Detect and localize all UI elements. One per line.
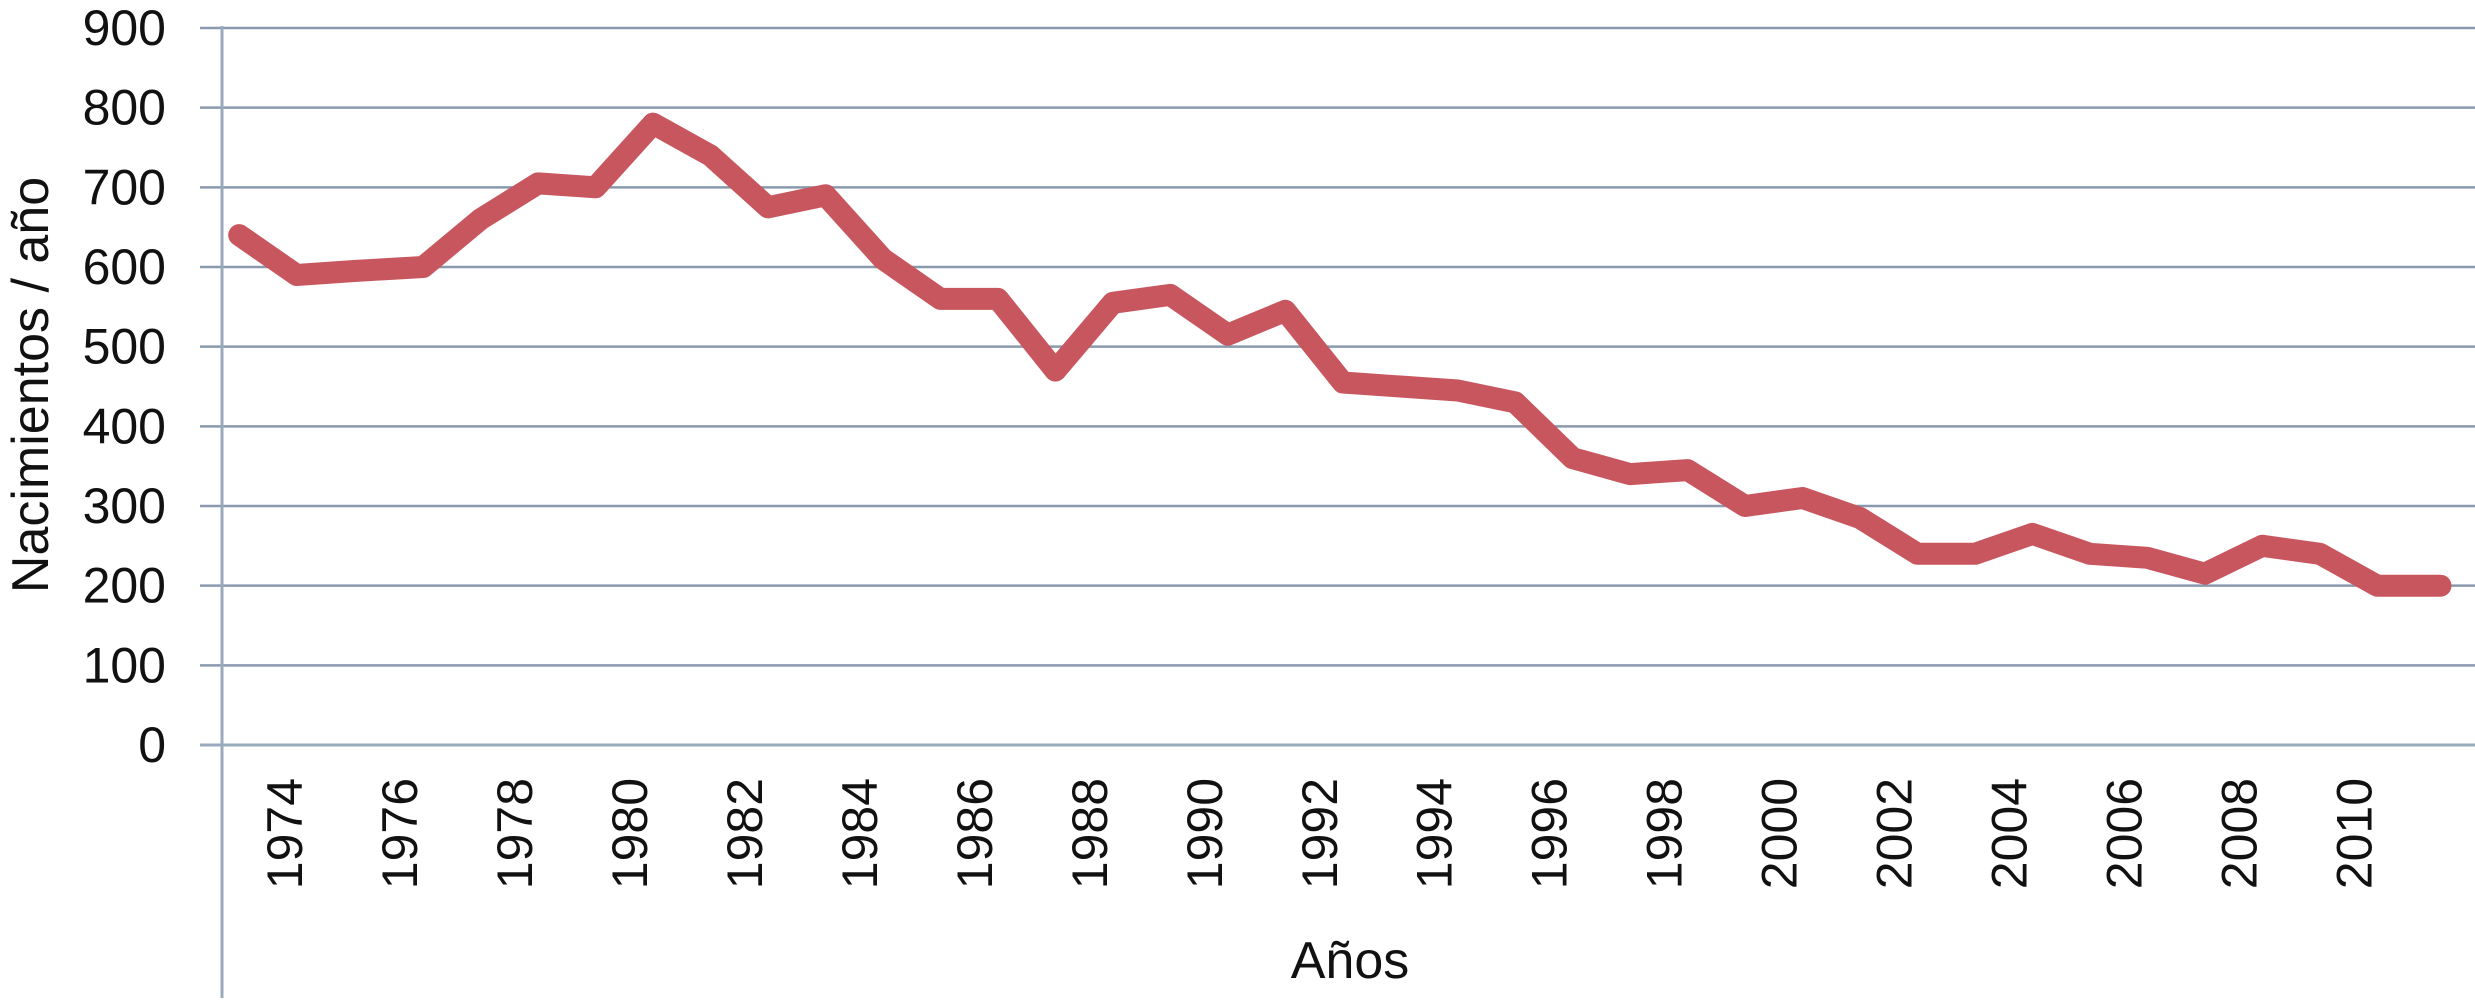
x-tick-label-1998: 1998 (1637, 778, 1693, 889)
data-point (534, 179, 543, 188)
x-axis-title: Años (1291, 932, 1410, 990)
series-group (228, 112, 2452, 597)
y-tick-label: 200 (83, 558, 166, 614)
data-point (2200, 569, 2209, 578)
data-point (1511, 398, 1520, 407)
y-tick-label: 700 (83, 159, 166, 215)
data-point (2143, 553, 2152, 562)
data-point (1741, 502, 1750, 510)
data-point (2373, 581, 2382, 590)
x-tick-label-1982: 1982 (717, 778, 773, 889)
x-tick-label-2004: 2004 (1981, 778, 2037, 889)
data-point (419, 263, 428, 271)
y-tick-label: 100 (83, 637, 166, 693)
data-point (1281, 306, 1290, 315)
x-tick-label-2008: 2008 (2211, 778, 2267, 889)
y-tick-label: 500 (83, 319, 166, 375)
x-tick-label-1988: 1988 (1062, 778, 1118, 889)
data-point (1051, 366, 1060, 375)
data-point (1798, 494, 1807, 502)
data-point (292, 271, 301, 279)
gridlines (200, 26, 2475, 747)
data-point (1568, 454, 1577, 463)
data-point (2085, 549, 2094, 558)
x-tick-label-1990: 1990 (1177, 778, 1233, 889)
data-point (1338, 378, 1347, 387)
series-line-0 (228, 112, 2452, 597)
x-tick-labels: 1974 1976 1978 1980 1982 1984 1986 1988 1990 1992… (257, 778, 2382, 889)
data-point (1913, 549, 1922, 558)
data-point (1626, 470, 1635, 479)
data-point (649, 119, 658, 128)
data-point (879, 255, 887, 263)
data-point (350, 267, 359, 275)
y-tick-label: 400 (83, 398, 166, 454)
y-axis-title: Nacimientos / año (2, 177, 60, 593)
x-tick-label-2002: 2002 (1867, 778, 1923, 889)
data-point (1396, 382, 1405, 391)
x-tick-label-1996: 1996 (1522, 778, 1578, 889)
x-tick-label-1980: 1980 (602, 778, 658, 889)
x-tick-label-1992: 1992 (1292, 778, 1348, 889)
data-point (476, 215, 485, 224)
x-tick-label-1976: 1976 (372, 778, 428, 889)
y-tick-label: 300 (83, 478, 166, 534)
data-point (936, 294, 945, 303)
data-point (1223, 330, 1232, 339)
data-point (2436, 581, 2445, 590)
x-tick-label-2000: 2000 (1752, 778, 1808, 889)
data-point (1108, 298, 1117, 307)
x-tick-label-2010: 2010 (2326, 778, 2382, 889)
data-point (2028, 529, 2037, 538)
x-tick-label-1974: 1974 (257, 778, 313, 889)
data-point (1971, 549, 1979, 558)
data-point (821, 191, 830, 200)
data-point (993, 294, 1002, 303)
x-tick-label-1986: 1986 (947, 778, 1003, 889)
data-point (235, 231, 244, 240)
data-point (1856, 514, 1864, 522)
x-tick-label-1978: 1978 (487, 778, 543, 889)
y-tick-labels: 0 100 200 300 400 500 600 700 800 900 (83, 0, 166, 773)
data-point (1453, 386, 1462, 395)
data-point (2258, 541, 2267, 550)
x-tick-label-2006: 2006 (2096, 778, 2152, 889)
data-point (1683, 466, 1692, 475)
y-tick-label: 900 (83, 0, 166, 56)
y-tick-label: 600 (83, 239, 166, 295)
axes (200, 26, 2475, 998)
y-tick-label: 800 (83, 80, 166, 136)
x-tick-label-1984: 1984 (832, 778, 888, 889)
data-point (1166, 290, 1175, 299)
data-point (764, 203, 772, 212)
data-point (706, 151, 715, 160)
data-point (2315, 549, 2324, 558)
data-point (591, 183, 600, 192)
y-tick-label: 0 (138, 717, 166, 773)
x-tick-label-1994: 1994 (1407, 778, 1463, 889)
